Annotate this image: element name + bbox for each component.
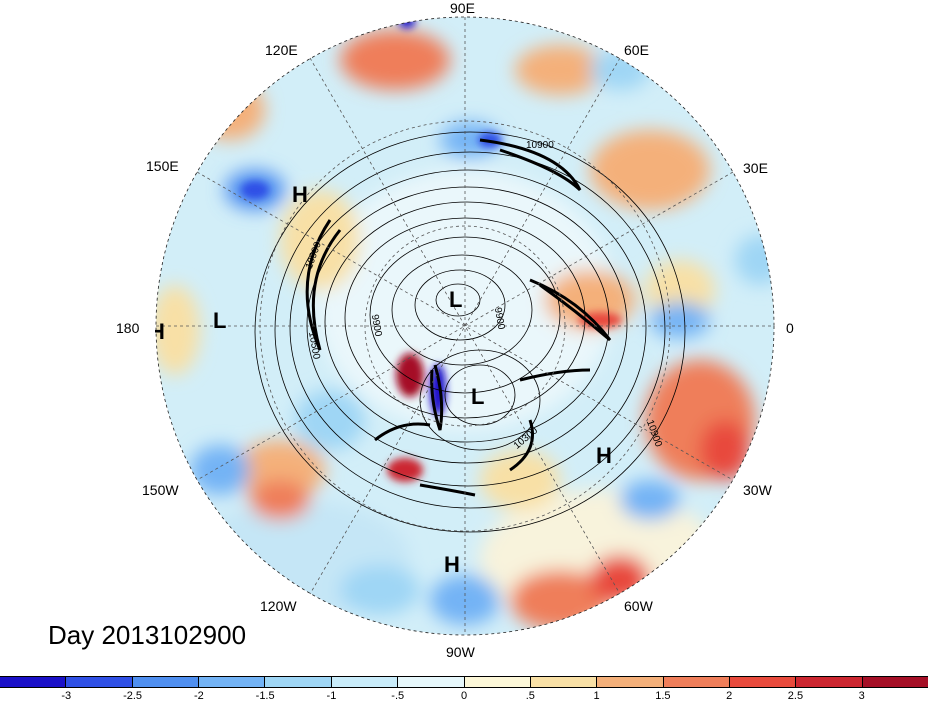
colorbar-tick-label: 3 bbox=[858, 690, 865, 702]
colorbar-swatch bbox=[199, 677, 266, 687]
lon-label-150e: 150E bbox=[146, 158, 179, 174]
lon-label-60e: 60E bbox=[624, 42, 649, 58]
lon-label-90w: 90W bbox=[446, 644, 475, 660]
colorbar-tick-label: 1 bbox=[593, 690, 600, 702]
lon-label-30w: 30W bbox=[743, 482, 772, 498]
thick-contours bbox=[305, 138, 612, 497]
colorbar-swatch bbox=[663, 677, 730, 687]
colorbar-tick-label: -1.5 bbox=[255, 690, 275, 702]
high-pressure-marker: H bbox=[444, 552, 460, 577]
colorbar-swatch bbox=[597, 677, 664, 687]
map-boundary bbox=[155, 16, 775, 636]
colorbar-swatch bbox=[796, 677, 863, 687]
colorbar-swatch bbox=[0, 677, 67, 687]
colorbar-swatch bbox=[862, 677, 928, 687]
colorbar bbox=[0, 676, 928, 688]
graticule bbox=[156, 17, 774, 635]
colorbar-tick-label: .5 bbox=[525, 690, 535, 702]
colorbar-swatch bbox=[729, 677, 797, 687]
low-pressure-marker: L bbox=[449, 287, 463, 312]
polar-map bbox=[155, 16, 775, 636]
colorbar-swatch bbox=[530, 677, 598, 687]
lon-label-90e: 90E bbox=[450, 0, 475, 16]
low-pressure-marker: L bbox=[471, 384, 485, 409]
colorbar-swatch bbox=[132, 677, 200, 687]
colorbar-tick-label: 1.5 bbox=[655, 690, 671, 702]
high-pressure-marker: H bbox=[149, 319, 165, 344]
anomaly-field bbox=[156, 17, 774, 635]
colorbar-tick-label: -.5 bbox=[391, 690, 405, 702]
lon-label-150w: 150W bbox=[142, 482, 179, 498]
colorbar-tick-label: 0 bbox=[460, 690, 468, 702]
high-pressure-marker: H bbox=[596, 443, 612, 468]
colorbar-swatch bbox=[265, 677, 332, 687]
contour-value-label: 10900 bbox=[526, 140, 554, 151]
colorbar-swatch bbox=[331, 677, 399, 687]
colorbar-tick-label: -2 bbox=[193, 690, 204, 702]
geopotential-contours bbox=[254, 131, 686, 533]
colorbar-tick-label: -1 bbox=[326, 690, 337, 702]
lon-label-0: 0 bbox=[786, 320, 794, 336]
lon-label-180: 180 bbox=[116, 320, 140, 336]
colorbar-tick-label: -3 bbox=[61, 690, 72, 702]
lon-label-120e: 120E bbox=[265, 42, 298, 58]
colorbar-tick-label: 2 bbox=[726, 690, 733, 702]
colorbar-tick-label: -2.5 bbox=[123, 690, 143, 702]
date-title: Day 2013102900 bbox=[48, 620, 247, 650]
colorbar-swatch bbox=[464, 677, 531, 687]
high-pressure-marker: H bbox=[292, 182, 308, 207]
lon-label-30e: 30E bbox=[743, 160, 768, 176]
colorbar-tick-label: 2.5 bbox=[787, 690, 804, 702]
colorbar-swatch bbox=[66, 677, 133, 687]
colorbar-swatch bbox=[398, 677, 465, 687]
strong-anomaly-cores bbox=[241, 17, 622, 482]
low-pressure-marker: L bbox=[213, 308, 227, 333]
lon-label-120w: 120W bbox=[260, 598, 297, 614]
lon-label-60w: 60W bbox=[624, 598, 653, 614]
